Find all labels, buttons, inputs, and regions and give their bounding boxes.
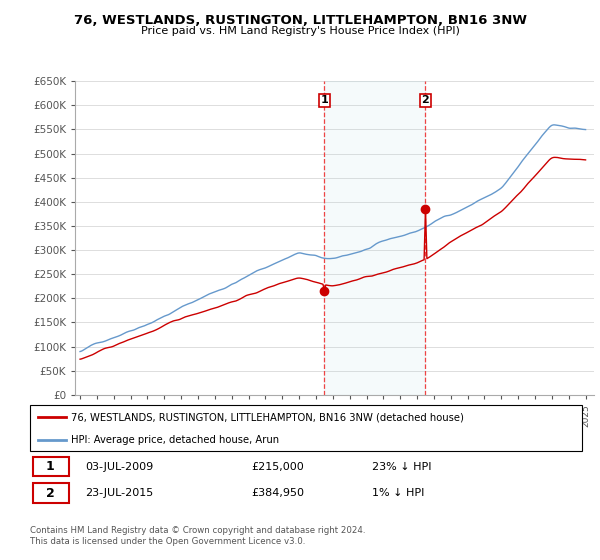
Text: 1: 1 [320, 95, 328, 105]
Text: 76, WESTLANDS, RUSTINGTON, LITTLEHAMPTON, BN16 3NW: 76, WESTLANDS, RUSTINGTON, LITTLEHAMPTON… [74, 14, 527, 27]
FancyBboxPatch shape [33, 457, 68, 477]
Text: 1% ↓ HPI: 1% ↓ HPI [372, 488, 425, 498]
Text: Price paid vs. HM Land Registry's House Price Index (HPI): Price paid vs. HM Land Registry's House … [140, 26, 460, 36]
Bar [325, 81, 425, 395]
FancyBboxPatch shape [30, 405, 582, 451]
Text: 23-JUL-2015: 23-JUL-2015 [85, 488, 154, 498]
Text: 23% ↓ HPI: 23% ↓ HPI [372, 461, 432, 472]
Text: 2: 2 [422, 95, 430, 105]
FancyBboxPatch shape [33, 483, 68, 503]
Text: HPI: Average price, detached house, Arun: HPI: Average price, detached house, Arun [71, 435, 280, 445]
Text: 03-JUL-2009: 03-JUL-2009 [85, 461, 154, 472]
Text: 76, WESTLANDS, RUSTINGTON, LITTLEHAMPTON, BN16 3NW (detached house): 76, WESTLANDS, RUSTINGTON, LITTLEHAMPTON… [71, 412, 464, 422]
Text: 2: 2 [46, 487, 55, 500]
Text: £215,000: £215,000 [251, 461, 304, 472]
Text: 1: 1 [46, 460, 55, 473]
Text: £384,950: £384,950 [251, 488, 304, 498]
Text: Contains HM Land Registry data © Crown copyright and database right 2024.
This d: Contains HM Land Registry data © Crown c… [30, 526, 365, 546]
